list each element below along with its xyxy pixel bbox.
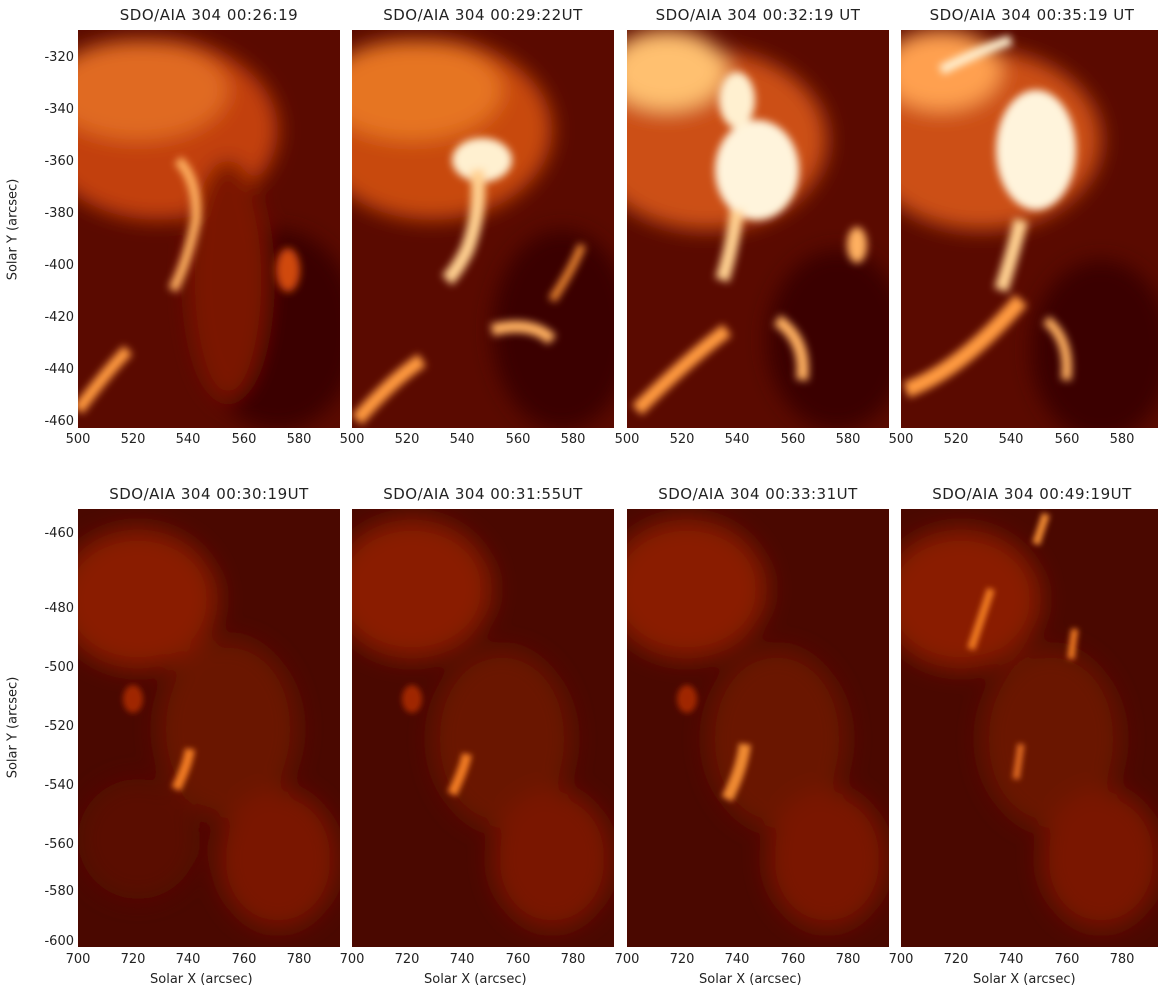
x-tick-label: 540 [449, 432, 475, 447]
x-tick-label: 700 [888, 952, 914, 967]
x-tick-label: 720 [120, 952, 146, 967]
y-tick-label: -520 [44, 719, 74, 734]
x-tick-label: 560 [231, 432, 257, 447]
x-tick-label: 780 [1109, 952, 1135, 967]
y-axis-label-top: Solar Y (arcsec) [5, 178, 21, 281]
x-tick-label: 500 [339, 432, 365, 447]
y-tick-label: -600 [44, 934, 74, 949]
x-tick-label: 580 [286, 432, 312, 447]
x-axis-label-bottom-4: Solar X (arcsec) [973, 972, 1076, 987]
x-tick-label: 720 [943, 952, 969, 967]
x-tick-label: 540 [175, 432, 201, 447]
solar-image-bottom-3 [627, 509, 889, 947]
solar-image-bottom-1 [78, 509, 340, 947]
panel-title-top-3: SDO/AIA 304 00:32:19 UT [655, 6, 861, 24]
y-tick-label: -460 [44, 414, 74, 429]
x-tick-label: 520 [394, 432, 420, 447]
y-tick-label: -420 [44, 310, 74, 325]
solar-image-bottom-4 [901, 509, 1158, 947]
x-tick-label: 700 [339, 952, 365, 967]
y-tick-label: -360 [44, 154, 74, 169]
solar-image-top-4 [901, 30, 1158, 428]
x-tick-label: 740 [449, 952, 475, 967]
x-tick-label: 780 [286, 952, 312, 967]
y-tick-label: -340 [44, 102, 74, 117]
x-tick-label: 720 [669, 952, 695, 967]
y-tick-label: -480 [44, 601, 74, 616]
panel-title-bottom-2: SDO/AIA 304 00:31:55UT [383, 485, 583, 503]
x-tick-label: 740 [175, 952, 201, 967]
y-tick-label: -440 [44, 362, 74, 377]
y-tick-label: -400 [44, 258, 74, 273]
panel-title-bottom-3: SDO/AIA 304 00:33:31UT [658, 485, 858, 503]
x-tick-label: 580 [1109, 432, 1135, 447]
y-tick-label: -460 [44, 526, 74, 541]
y-tick-label: -380 [44, 206, 74, 221]
x-tick-label: 520 [120, 432, 146, 447]
solar-image-bottom-2 [352, 509, 614, 947]
x-tick-label: 780 [560, 952, 586, 967]
x-tick-label: 500 [65, 432, 91, 447]
y-tick-label: -500 [44, 660, 74, 675]
x-tick-label: 500 [888, 432, 914, 447]
solar-image-top-2 [352, 30, 614, 428]
x-tick-label: 520 [943, 432, 969, 447]
x-tick-label: 560 [505, 432, 531, 447]
x-axis-label-bottom-1: Solar X (arcsec) [150, 972, 253, 987]
x-tick-label: 520 [669, 432, 695, 447]
x-tick-label: 700 [65, 952, 91, 967]
x-tick-label: 760 [505, 952, 531, 967]
panel-title-top-2: SDO/AIA 304 00:29:22UT [383, 6, 583, 24]
solar-image-top-1 [78, 30, 340, 428]
panel-title-top-1: SDO/AIA 304 00:26:19 [119, 6, 299, 24]
x-tick-label: 540 [998, 432, 1024, 447]
x-tick-label: 580 [560, 432, 586, 447]
x-tick-label: 760 [231, 952, 257, 967]
x-tick-label: 560 [1054, 432, 1080, 447]
y-tick-label: -560 [44, 837, 74, 852]
x-tick-label: 760 [1054, 952, 1080, 967]
x-axis-label-bottom-2: Solar X (arcsec) [424, 972, 527, 987]
x-tick-label: 740 [724, 952, 750, 967]
x-tick-label: 500 [614, 432, 640, 447]
x-tick-label: 760 [780, 952, 806, 967]
panel-title-bottom-4: SDO/AIA 304 00:49:19UT [932, 485, 1132, 503]
panel-title-top-4: SDO/AIA 304 00:35:19 UT [929, 6, 1135, 24]
x-tick-label: 560 [780, 432, 806, 447]
x-tick-label: 580 [835, 432, 861, 447]
y-tick-label: -320 [44, 50, 74, 65]
panel-title-bottom-1: SDO/AIA 304 00:30:19UT [109, 485, 309, 503]
y-tick-label: -580 [44, 884, 74, 899]
x-tick-label: 720 [394, 952, 420, 967]
x-tick-label: 540 [724, 432, 750, 447]
y-axis-label-bottom: Solar Y (arcsec) [5, 676, 21, 779]
x-axis-label-bottom-3: Solar X (arcsec) [699, 972, 802, 987]
y-tick-label: -540 [44, 778, 74, 793]
x-tick-label: 780 [835, 952, 861, 967]
x-tick-label: 740 [998, 952, 1024, 967]
x-tick-label: 700 [614, 952, 640, 967]
solar-image-top-3 [627, 30, 889, 428]
